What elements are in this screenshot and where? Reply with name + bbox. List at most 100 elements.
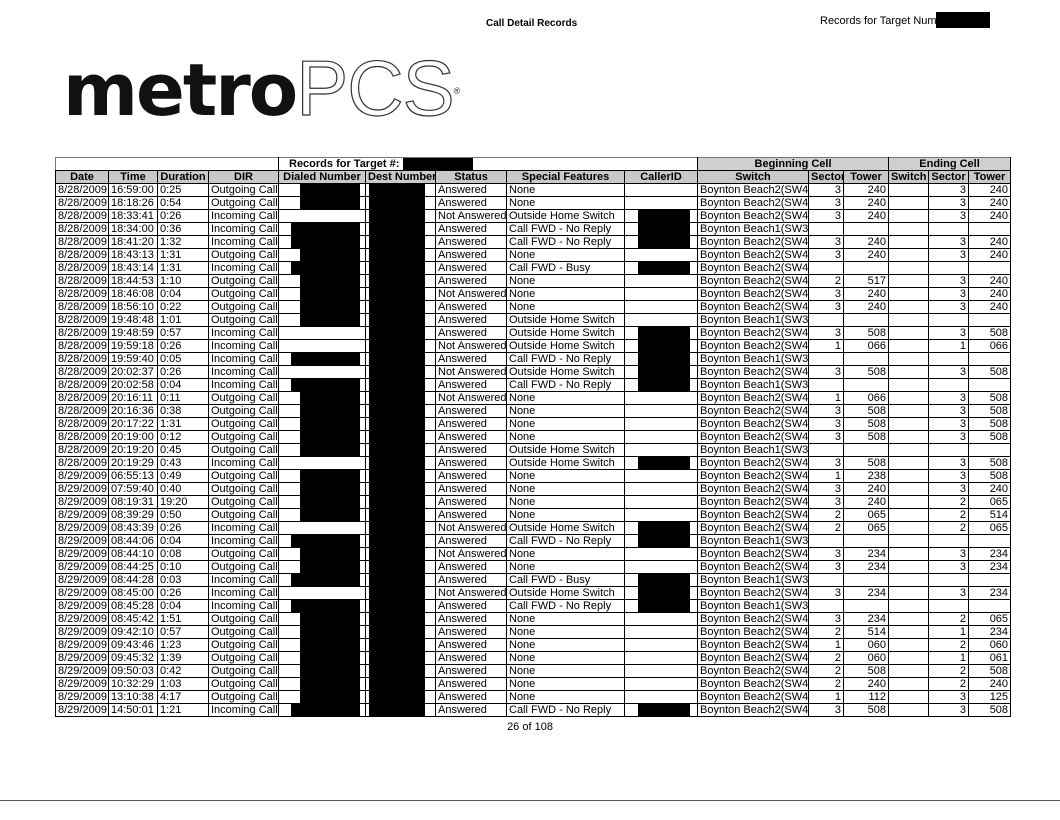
cell-end-tower: 508 [968, 404, 1012, 419]
cell-begin-tower: 060 [843, 651, 890, 666]
cell-begin-tower: 065 [843, 521, 890, 536]
cell-dialed-number [278, 586, 366, 601]
redaction-block [299, 496, 360, 508]
cell-end-switch [888, 313, 930, 328]
cell-status: Answered [435, 313, 507, 328]
cell-time: 19:48:59 [108, 326, 158, 341]
cell-duration: 0:03 [157, 573, 209, 588]
cell-caller-id [623, 235, 699, 250]
redaction-block [637, 366, 690, 378]
redaction-block [368, 444, 426, 456]
cell-dir: Incoming Call [208, 534, 279, 549]
cell-begin-switch: Boynton Beach2(SW4) [697, 391, 810, 406]
cell-status: Answered [435, 573, 507, 588]
cell-status: Answered [435, 443, 507, 458]
cell-time: 20:19:00 [108, 430, 158, 445]
cell-begin-switch: Boynton Beach2(SW4) [697, 560, 810, 575]
cell-end-tower: 508 [968, 326, 1012, 341]
cell-end-tower: 240 [968, 196, 1012, 211]
column-header-end-sector: Sector [928, 170, 970, 185]
cell-begin-switch: Boynton Beach2(SW4) [697, 248, 810, 263]
cell-status: Answered [435, 534, 507, 549]
cell-status: Answered [435, 560, 507, 575]
cell-special-features: Call FWD - No Reply [506, 703, 625, 718]
cell-special-features: None [506, 391, 625, 406]
cell-dir: Outgoing Call [208, 469, 279, 484]
cell-begin-switch: Boynton Beach2(SW4) [697, 235, 810, 250]
cell-time: 14:50:01 [108, 703, 158, 718]
cell-duration: 1:23 [157, 638, 209, 653]
redaction-block [368, 652, 426, 664]
cell-end-sector [928, 573, 970, 588]
cell-end-sector: 2 [928, 677, 970, 692]
table-row: 8/28/2009 18:41:20 1:32 Incoming Call Answer… [55, 235, 1012, 250]
cell-time: 08:44:25 [108, 560, 158, 575]
cell-begin-switch: Boynton Beach2(SW4) [697, 287, 810, 302]
table-row: 8/28/2009 18:46:08 0:04 Outgoing Call Not An… [55, 287, 1012, 302]
redacted-target-number [936, 12, 990, 28]
column-header-dialed-number: Dialed Number [278, 170, 366, 185]
cell-caller-id [623, 638, 699, 653]
table-row: 8/29/2009 08:45:28 0:04 Incoming Call Answer… [55, 599, 1012, 614]
cell-end-sector: 3 [928, 404, 970, 419]
cell-date: 8/28/2009 [55, 183, 109, 198]
cell-caller-id [623, 196, 699, 211]
cell-special-features: None [506, 651, 625, 666]
redaction-block [299, 275, 360, 287]
table-row: 8/29/2009 08:45:00 0:26 Incoming Call Not An… [55, 586, 1012, 601]
cell-caller-id [623, 560, 699, 575]
cell-dest-number [365, 417, 436, 432]
cell-end-switch [888, 703, 930, 718]
table-row: 8/28/2009 18:43:13 1:31 Outgoing Call Answer… [55, 248, 1012, 263]
cell-end-tower: 240 [968, 235, 1012, 250]
cell-dialed-number [278, 443, 366, 458]
cell-dest-number [365, 599, 436, 614]
redaction-block [368, 418, 426, 430]
cell-begin-switch: Boynton Beach2(SW4) [697, 339, 810, 354]
cell-dir: Outgoing Call [208, 625, 279, 640]
cell-time: 18:41:20 [108, 235, 158, 250]
cell-begin-switch: Boynton Beach2(SW4) [697, 482, 810, 497]
cell-end-tower: 240 [968, 209, 1012, 224]
cell-end-sector [928, 261, 970, 276]
cell-begin-tower: 240 [843, 248, 890, 263]
cell-end-switch [888, 365, 930, 380]
page-divider [0, 800, 1060, 801]
table-group-header: Records for Target #: Beginning Cell End… [55, 156, 1012, 172]
redaction-block [299, 249, 360, 261]
cell-dialed-number [278, 430, 366, 445]
cell-end-sector [928, 313, 970, 328]
cell-caller-id [623, 573, 699, 588]
cell-caller-id [623, 690, 699, 705]
cell-date: 8/28/2009 [55, 196, 109, 211]
table-row: 8/28/2009 18:44:53 1:10 Outgoing Call Answer… [55, 274, 1012, 289]
cell-date: 8/28/2009 [55, 261, 109, 276]
cell-end-switch [888, 183, 930, 198]
cell-duration: 1:21 [157, 703, 209, 718]
cell-date: 8/29/2009 [55, 677, 109, 692]
cell-end-sector: 3 [928, 391, 970, 406]
cell-caller-id [623, 534, 699, 549]
redaction-block [637, 600, 690, 612]
cell-duration: 0:04 [157, 287, 209, 302]
redaction-block [368, 197, 426, 209]
column-header-end-switch: Switch [888, 170, 930, 185]
document-title: Call Detail Records [486, 18, 578, 29]
cell-end-switch [888, 235, 930, 250]
redaction-block [368, 288, 426, 300]
cell-end-tower: 240 [968, 300, 1012, 315]
redaction-block [637, 340, 690, 352]
cell-date: 8/28/2009 [55, 326, 109, 341]
cell-dialed-number [278, 352, 366, 367]
table-row: 8/28/2009 16:59:00 0:25 Outgoing Call Answer… [55, 183, 1012, 198]
redaction-block [637, 327, 690, 339]
cell-begin-switch: Boynton Beach2(SW4) [697, 612, 810, 627]
cell-end-tower: 061 [968, 651, 1012, 666]
cell-dir: Outgoing Call [208, 677, 279, 692]
cell-end-tower [968, 222, 1012, 237]
cell-begin-switch: Boynton Beach2(SW4) [697, 547, 810, 562]
cell-begin-tower: 066 [843, 391, 890, 406]
cell-status: Answered [435, 677, 507, 692]
cell-special-features: Outside Home Switch [506, 443, 625, 458]
cell-end-switch [888, 209, 930, 224]
